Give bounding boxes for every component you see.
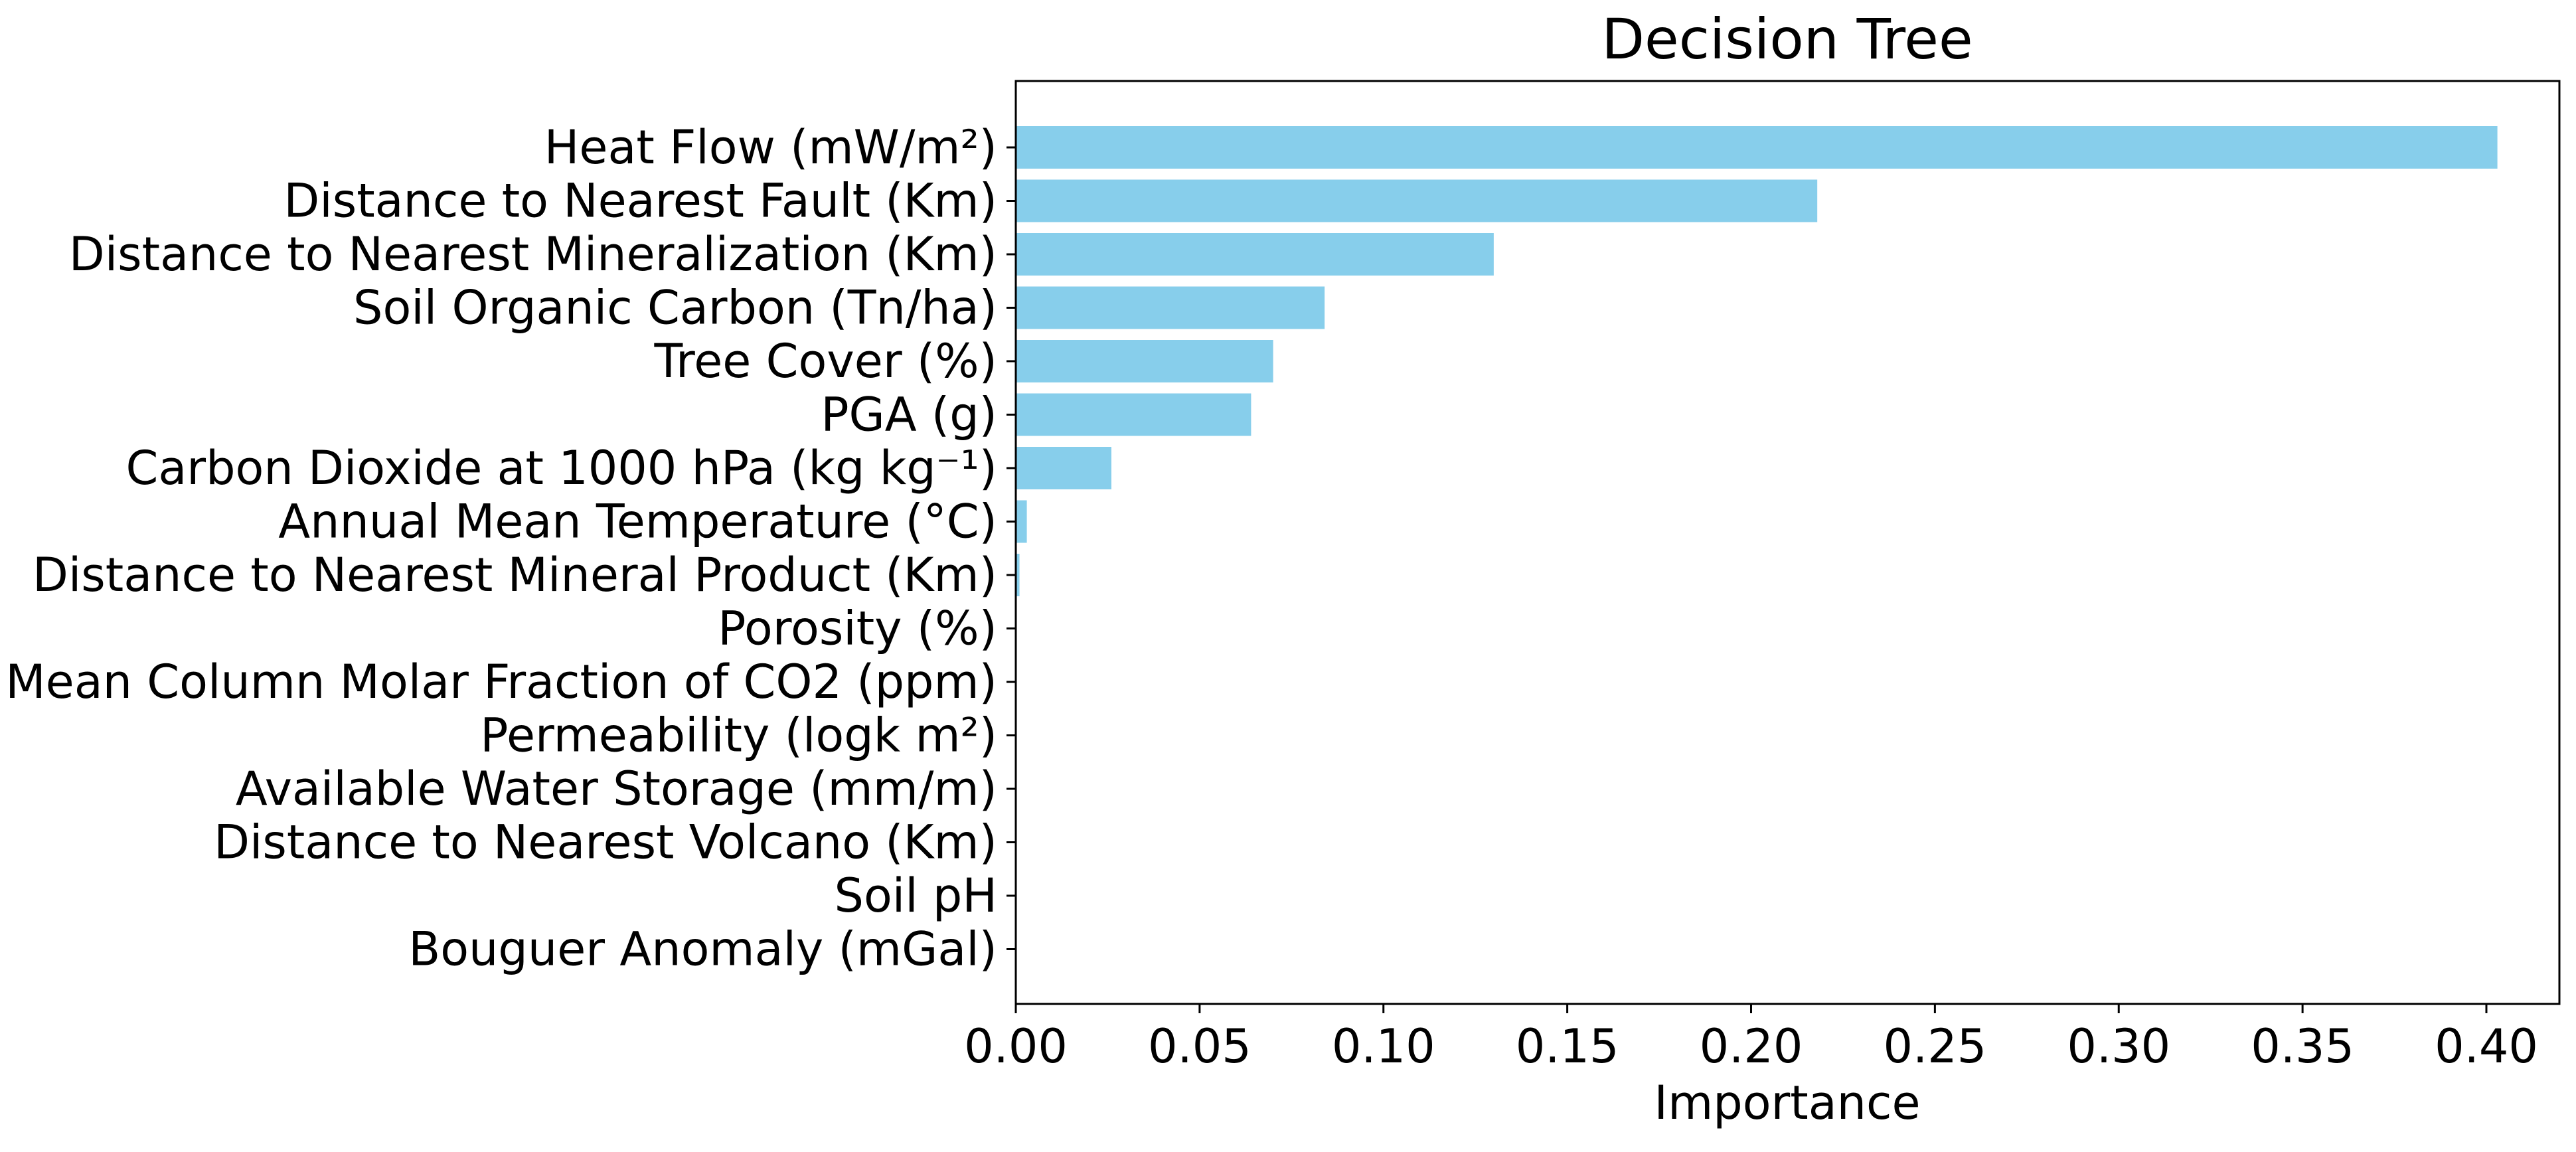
x-tick-label: 0.40 bbox=[2435, 1019, 2538, 1074]
x-axis-label: Importance bbox=[1654, 1076, 1920, 1130]
x-tick-label: 0.30 bbox=[2067, 1019, 2170, 1074]
x-tick-label: 0.35 bbox=[2251, 1019, 2354, 1074]
y-tick-label: Distance to Nearest Mineralization (Km) bbox=[69, 227, 997, 282]
x-tick-label: 0.20 bbox=[1700, 1019, 1803, 1074]
y-axis: Heat Flow (mW/m²)Distance to Nearest Fau… bbox=[5, 120, 1016, 977]
x-axis: 0.00 0.05 0.10 0.15 0.20 0.25 0.30 0.35 0.40 bbox=[964, 1004, 2538, 1074]
y-tick-label: Bouguer Anomaly (mGal) bbox=[408, 922, 997, 977]
y-tick-label: Soil Organic Carbon (Tn/ha) bbox=[353, 281, 997, 335]
bar bbox=[1016, 179, 1818, 222]
y-tick-label: Permeability (logk m²) bbox=[480, 708, 997, 763]
y-tick-label: Available Water Storage (mm/m) bbox=[236, 762, 997, 816]
y-tick-label: Distance to Nearest Mineral Product (Km) bbox=[33, 548, 997, 602]
y-tick-label: Carbon Dioxide at 1000 hPa (kg kg⁻¹) bbox=[126, 441, 997, 495]
chart-title: Decision Tree bbox=[1601, 7, 1972, 72]
x-tick-label: 0.10 bbox=[1332, 1019, 1435, 1074]
plot-frame bbox=[1014, 80, 2561, 1005]
bar bbox=[1016, 500, 1027, 543]
bar bbox=[1016, 340, 1273, 382]
bar bbox=[1016, 286, 1325, 329]
y-tick-label: Tree Cover (%) bbox=[654, 334, 997, 388]
y-tick-label: Distance to Nearest Fault (Km) bbox=[283, 174, 997, 228]
y-tick-label: Heat Flow (mW/m²) bbox=[544, 120, 997, 175]
y-tick-label: Distance to Nearest Volcano (Km) bbox=[214, 815, 997, 870]
y-tick-label: Annual Mean Temperature (°C) bbox=[278, 495, 997, 549]
x-tick-label: 0.15 bbox=[1516, 1019, 1619, 1074]
y-tick-label: PGA (g) bbox=[821, 388, 997, 442]
y-tick-label: Soil pH bbox=[835, 868, 997, 923]
x-tick-label: 0.25 bbox=[1883, 1019, 1986, 1074]
bar bbox=[1016, 554, 1020, 596]
bar bbox=[1016, 447, 1111, 489]
bar bbox=[1016, 393, 1251, 436]
x-tick-label: 0.05 bbox=[1148, 1019, 1251, 1074]
y-tick-label: Mean Column Molar Fraction of CO2 (ppm) bbox=[5, 655, 997, 709]
bars-layer bbox=[1016, 126, 2498, 596]
bar bbox=[1016, 126, 2498, 169]
x-tick-label: 0.00 bbox=[964, 1019, 1068, 1074]
y-tick-label: Porosity (%) bbox=[718, 602, 997, 656]
bar bbox=[1016, 233, 1494, 276]
